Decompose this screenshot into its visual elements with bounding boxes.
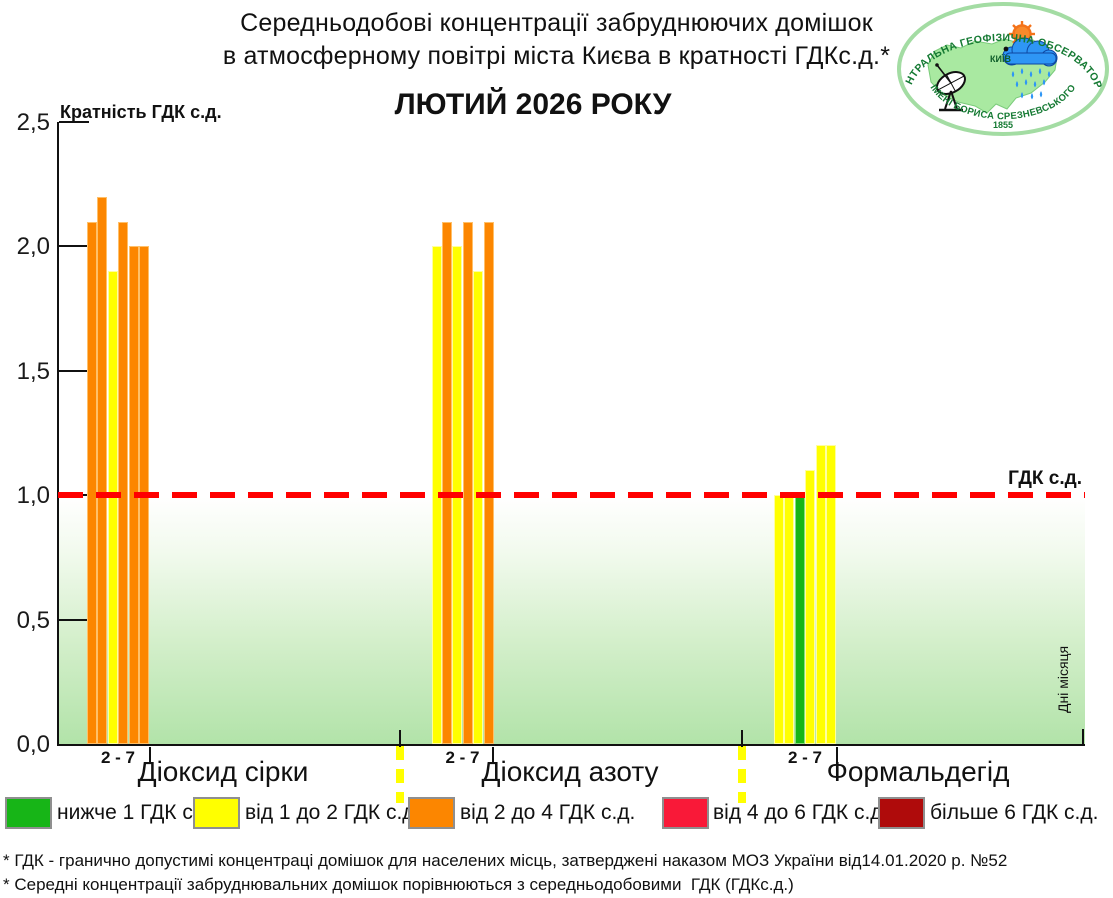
days-axis-tick	[1082, 729, 1084, 745]
bar-Діоксид сірки-day5	[118, 221, 129, 744]
category-label: Діоксид азоту	[481, 756, 659, 787]
y-tick	[59, 121, 89, 123]
group-end-tick	[492, 747, 494, 764]
footnote-1: * ГДК - гранично допустимі концентраці д…	[3, 851, 1008, 870]
bar-Діоксид азоту-day5	[462, 221, 473, 744]
legend-label: більше 6 ГДК с.д.	[930, 801, 1099, 824]
y-tick	[59, 369, 89, 372]
bar-Формальдегід-day3	[784, 495, 795, 744]
legend-swatch-yellow	[193, 797, 240, 829]
y-tick-label: 2,0	[16, 233, 50, 261]
legend-swatch-orange	[408, 797, 455, 829]
group-end-tick	[836, 747, 838, 764]
y-tick-label: 0,0	[16, 731, 50, 758]
y-axis-line	[57, 122, 59, 746]
kyiv-dot	[1003, 46, 1009, 52]
legend-label: нижче 1 ГДК с.д.	[57, 801, 217, 824]
legend-label: від 4 до 6 ГДК с.д.	[713, 801, 889, 824]
kyiv-label: КИЇВ	[990, 54, 1011, 64]
limit-reference-label: ГДК с.д.	[1008, 468, 1082, 489]
legend-label: від 1 до 2 ГДК с.д.	[245, 801, 421, 824]
y-tick	[59, 245, 89, 248]
group-end-tick	[148, 747, 151, 764]
legend-swatch-red	[662, 797, 709, 829]
logo-year: 1855	[993, 120, 1013, 130]
bar-Діоксид сірки-day2	[87, 221, 97, 744]
legend-label: від 2 до 4 ГДК с.д.	[460, 801, 636, 824]
bar-Формальдегід-day6	[815, 445, 826, 744]
category-label: Формальдегід	[826, 756, 1010, 787]
y-tick-label: 2,5	[16, 109, 50, 136]
separator-axis-tick	[399, 730, 401, 747]
y-tick-label: 0,5	[16, 606, 50, 634]
y-axis-title: Кратність ГДК с.д.	[60, 102, 222, 122]
bar-Діоксид сірки-day4	[107, 271, 118, 744]
legend-swatch-green	[5, 797, 52, 829]
group-days-label: 2 - 7	[787, 748, 823, 767]
bar-Формальдегід-day5	[805, 470, 816, 744]
satellite-dish-icon	[935, 63, 966, 112]
y-tick-label: 1,5	[16, 357, 50, 385]
page-title-line1: Середньодобові концентрації забруднюючих…	[240, 9, 873, 37]
limit-reference-line	[58, 492, 1085, 498]
days-axis-title: Дні місяця	[1055, 645, 1071, 713]
bar-Формальдегід-day7	[826, 445, 836, 744]
observatory-logo: КИЇВ ЦЕНТРАЛЬНА ГЕОФІЗИЧНА ОБСЕРВАТОРІЯ …	[895, 1, 1109, 136]
group-separator-dashed	[396, 746, 404, 803]
group-separator-dashed	[737, 746, 746, 803]
y-tick-label: 1,0	[16, 482, 50, 510]
raindrops	[1011, 68, 1051, 100]
legend-swatch-darkred	[878, 797, 925, 829]
rain-cloud-icon	[1002, 37, 1058, 100]
bar-Діоксид азоту-day6	[473, 271, 484, 744]
bar-Формальдегід-day4	[794, 495, 805, 744]
footnote-2: * Середні концентрації забруднювальних д…	[3, 875, 794, 894]
group-days-label: 2 - 7	[100, 748, 136, 767]
bar-Діоксид азоту-day7	[483, 221, 494, 744]
separator-axis-tick	[740, 730, 743, 747]
bar-Діоксид сірки-day3	[97, 196, 108, 744]
page-title-line2: в атмосферному повітрі міста Києва в кра…	[222, 42, 891, 70]
month-heading: ЛЮТИЙ 2026 РОКУ	[394, 88, 672, 121]
x-axis-line	[57, 744, 1085, 746]
group-days-label: 2 - 7	[445, 748, 480, 767]
below-limit-gradient-zone	[59, 497, 1085, 744]
y-tick	[59, 618, 89, 621]
category-label: Діоксид сірки	[137, 756, 309, 787]
bar-Формальдегід-day2	[774, 495, 784, 744]
bar-Діоксид азоту-day3	[441, 221, 452, 744]
